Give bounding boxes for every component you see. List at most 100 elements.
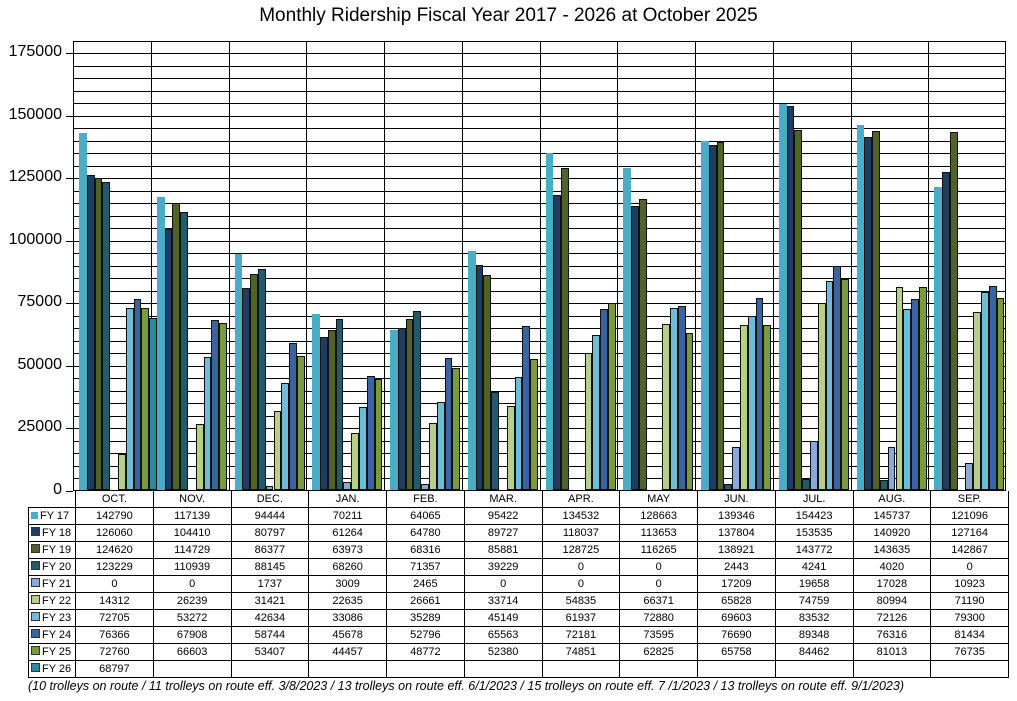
table-cell: 88145: [230, 558, 310, 576]
bar-fy17-dec: [234, 253, 243, 490]
bar-fy25-jul: [841, 278, 849, 490]
bar-fy23-oct: [125, 308, 134, 490]
table-cell: 72126: [852, 609, 932, 627]
table-cell: 33714: [463, 592, 543, 610]
bar-fy23-aug: [903, 309, 912, 490]
table-cell: 48772: [386, 643, 465, 661]
table-cell: 17028: [852, 575, 932, 593]
bar-fy19-jun: [716, 142, 725, 490]
table-row: FY 23 72705 53272 42634 33086 35289 45149 61937…: [28, 609, 1009, 627]
legend-swatch-icon: [31, 577, 40, 587]
table-cell: 26239: [152, 592, 232, 610]
category-divider: [461, 42, 463, 490]
bar-fy25-jan: [374, 378, 383, 490]
bar-fy22-apr: [584, 352, 593, 490]
table-cell: 0: [541, 575, 621, 593]
bar-fy19-jul: [794, 130, 803, 490]
data-table: OCT. NOV. DEC. JAN. FEB. MAR. APR. MAY JUN. JUL. A…: [28, 491, 1009, 678]
bar-fy18-may: [631, 205, 639, 490]
legend-entry: FY 24: [28, 626, 76, 644]
bar-fy24-oct: [133, 298, 142, 490]
category-divider: [306, 42, 308, 490]
table-cell: 79300: [930, 609, 1009, 627]
table-cell: [619, 660, 698, 678]
y-tick-mark: [66, 365, 73, 367]
x-category-label: OCT.: [75, 491, 154, 508]
table-cell: 104410: [152, 524, 232, 542]
table-row: FY 19 124620 114729 86377 63973 68316 85881 128…: [28, 541, 1009, 559]
bar-fy23-feb: [436, 401, 445, 490]
table-cell: 65828: [697, 592, 776, 610]
y-tick-label: 150000: [8, 105, 62, 123]
category-divider: [928, 42, 930, 490]
table-cell: 140920: [852, 524, 932, 542]
table-row: FY 17 142790 117139 94444 70211 64065 95422 134…: [28, 507, 1009, 525]
table-cell: 2465: [386, 575, 465, 593]
bar-fy20-aug: [879, 479, 888, 490]
table-cell: 116265: [619, 541, 698, 559]
bar-fy25-nov: [219, 323, 227, 490]
table-cell: 145737: [852, 507, 932, 525]
table-cell: 118037: [541, 524, 621, 542]
table-cell: [697, 660, 776, 678]
table-cell: 53407: [230, 643, 310, 661]
bar-fy22-jul: [817, 302, 826, 490]
bar-fy21-sep: [965, 462, 974, 490]
table-cell: 127164: [930, 524, 1009, 542]
table-cell: 0: [463, 575, 543, 593]
table-cell: 61264: [308, 524, 387, 542]
table-cell: [541, 660, 621, 678]
table-cell: 69603: [697, 609, 776, 627]
bar-fy18-apr: [553, 194, 562, 490]
bar-fy21-jan: [343, 482, 352, 490]
table-cell: 0: [619, 575, 698, 593]
table-cell: 124620: [75, 541, 154, 559]
table-cell: 73595: [619, 626, 698, 644]
y-tick-label: 175000: [8, 43, 62, 60]
bar-fy24-may: [677, 305, 686, 490]
bar-fy24-mar: [522, 325, 531, 490]
bar-fy18-sep: [942, 171, 950, 490]
y-tick-mark: [66, 53, 73, 54]
table-cell: 128725: [541, 541, 621, 559]
y-tick-mark: [66, 491, 73, 492]
table-corner: [29, 491, 76, 508]
legend-label: FY 19: [42, 543, 72, 556]
bar-fy19-oct: [94, 178, 103, 490]
table-cell: 0: [930, 558, 1009, 576]
legend-swatch-icon: [31, 560, 40, 570]
bar-fy20-jun: [724, 483, 733, 490]
bar-fy19-jan: [327, 329, 336, 490]
bar-fy22-may: [662, 323, 671, 490]
legend-entry: FY 17: [28, 507, 76, 525]
category-divider: [772, 42, 774, 490]
table-cell: 68797: [75, 660, 154, 678]
bar-fy20-jul: [802, 479, 810, 490]
bar-fy19-nov: [172, 202, 181, 490]
table-cell: 123229: [75, 558, 154, 576]
bar-fy24-apr: [600, 309, 608, 490]
bar-fy24-jan: [366, 375, 375, 490]
bar-fy24-jul: [833, 266, 842, 490]
table-cell: 66371: [619, 592, 698, 610]
table-cell: 114729: [152, 541, 232, 559]
table-cell: 126060: [75, 524, 154, 542]
table-cell: 4020: [852, 558, 932, 576]
table-cell: 31421: [230, 592, 310, 610]
bar-fy23-jan: [359, 407, 367, 490]
table-cell: 72880: [619, 609, 698, 627]
y-tick-mark: [66, 303, 73, 305]
table-cell: 85881: [463, 541, 543, 559]
y-tick-mark: [66, 178, 73, 180]
legend-swatch-icon: [31, 594, 40, 604]
legend-swatch-icon: [31, 611, 40, 621]
legend-label: FY 17: [40, 509, 70, 522]
table-cell: [774, 660, 854, 678]
bar-fy19-feb: [405, 319, 414, 490]
table-cell: 68260: [308, 558, 387, 576]
bar-fy23-jul: [825, 280, 834, 490]
category-divider: [695, 42, 696, 490]
legend-label: FY 23: [42, 611, 72, 624]
table-row: FY 20 123229 110939 88145 68260 71357 39229 0 0 2…: [28, 558, 1009, 576]
bar-fy22-jan: [351, 433, 360, 490]
